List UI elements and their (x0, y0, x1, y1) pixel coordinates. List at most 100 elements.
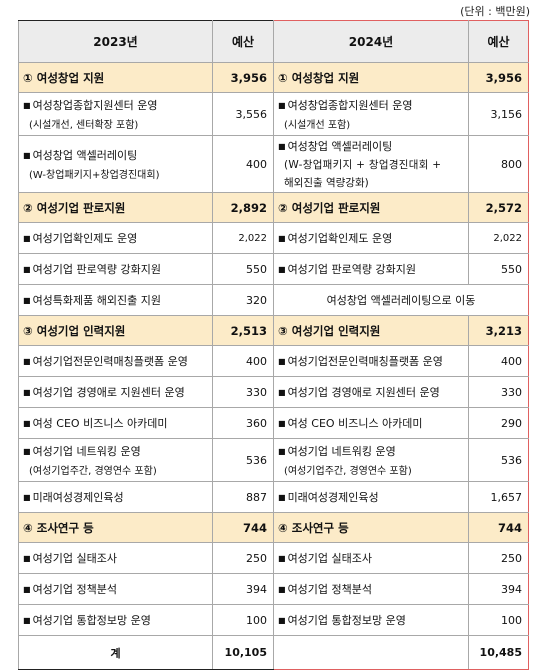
item-label: 여성창업 액셀러레이팅 (287, 140, 393, 153)
header-budget-2024: 예산 (468, 20, 529, 63)
cell-2023-item: ■ 여성기업 정책분석 (18, 573, 213, 605)
cell-2024-item: ■ 여성기업 실태조사 (273, 542, 469, 574)
cell-2024-item: ② 여성기업 판로지원 (273, 192, 469, 223)
item-label: 여성기업 판로역량 강화지원 (287, 263, 416, 276)
item-label: ④ 조사연구 등 (23, 520, 94, 535)
cell-2023-item: ■ 미래여성경제인육성 (18, 481, 213, 513)
cell-2024-merged-note: 여성창업 액셀러레이팅으로 이동 (273, 284, 529, 316)
bullet-icon: ■ (278, 493, 286, 502)
cell-2024-budget: 100 (468, 604, 529, 636)
cell-2023-budget: 400 (212, 135, 274, 193)
cell-2023-budget: 10,105 (212, 635, 274, 670)
cell-2023-item: ■ 여성창업종합지원센터 운영 (시설개선, 센터확장 포함) (18, 92, 213, 136)
category-row: ① 여성창업 지원 3,956 ① 여성창업 지원 3,956 (18, 62, 529, 93)
bullet-icon: ■ (23, 447, 31, 456)
item-label: ③ 여성기업 인력지원 (278, 323, 381, 338)
table-row: ■ 여성기업 실태조사 250 ■ 여성기업 실태조사 250 (18, 542, 529, 574)
table-row: ■ 여성기업 네트워킹 운영 (여성기업주간, 경영연수 포함) 536 ■ 여성기업 네… (18, 438, 529, 482)
item-sublabel: (W-창업패키지 + 창업경진대회 + (284, 159, 442, 171)
bullet-icon: ■ (23, 616, 31, 625)
item-label: 여성창업종합지원센터 운영 (287, 99, 413, 112)
cell-2023-item: ■ 여성기업 네트워킹 운영 (여성기업주간, 경영연수 포함) (18, 438, 213, 482)
cell-2023-item: ■ 여성특화제품 해외진출 지원 (18, 284, 213, 316)
item-sublabel: (시설개선, 센터확장 포함) (29, 120, 139, 131)
table-row: ■ 여성창업종합지원센터 운영 (시설개선, 센터확장 포함) 3,556 ■ 여성창업종… (18, 92, 529, 136)
bullet-icon: ■ (278, 447, 286, 456)
cell-2024-item: ④ 조사연구 등 (273, 512, 469, 543)
bullet-icon: ■ (23, 234, 31, 243)
item-label: ① 여성창업 지원 (278, 70, 360, 85)
item-label: 여성기업 정책분석 (32, 583, 118, 596)
cell-2023-item: ■ 여성기업 경영애로 지원센터 운영 (18, 376, 213, 408)
cell-2024-budget: 10,485 (468, 635, 529, 670)
cell-2023-budget: 2,892 (212, 192, 274, 223)
item-label: ② 여성기업 판로지원 (23, 200, 126, 215)
bullet-icon: ■ (23, 296, 31, 305)
item-sublabel: (여성기업주간, 경영연수 포함) (29, 466, 157, 477)
cell-2024-budget: 744 (468, 512, 529, 543)
header-budget-2023: 예산 (212, 20, 274, 63)
cell-2024-budget: 3,213 (468, 315, 529, 346)
cell-2023-budget: 360 (212, 407, 274, 439)
item-label: 여성기업확인제도 운영 (287, 232, 393, 245)
item-label: 여성기업 네트워킹 운영 (32, 445, 141, 458)
cell-2024-budget: 800 (468, 135, 529, 193)
cell-2023-item: 계 (18, 635, 213, 670)
cell-2024-budget: 250 (468, 542, 529, 574)
item-label: ① 여성창업 지원 (23, 70, 105, 85)
item-label: ③ 여성기업 인력지원 (23, 323, 126, 338)
cell-2023-item: ■ 여성기업전문인력매칭플랫폼 운영 (18, 345, 213, 377)
cell-2023-budget: 744 (212, 512, 274, 543)
item-label: 여성기업 실태조사 (32, 552, 118, 565)
item-label: 여성기업전문인력매칭플랫폼 운영 (287, 355, 443, 368)
cell-2024-budget: 3,956 (468, 62, 529, 93)
cell-2024-budget: 1,657 (468, 481, 529, 513)
cell-2024-item: ■ 여성기업전문인력매칭플랫폼 운영 (273, 345, 469, 377)
cell-2023-item: ② 여성기업 판로지원 (18, 192, 213, 223)
cell-2024-item: ■ 여성 CEO 비즈니스 아카데미 (273, 407, 469, 439)
cell-2024-budget: 290 (468, 407, 529, 439)
cell-2023-budget: 536 (212, 438, 274, 482)
bullet-icon: ■ (23, 493, 31, 502)
item-label: 여성기업 경영애로 지원센터 운영 (32, 386, 185, 399)
table-header: 2023년 예산 2024년 예산 (18, 20, 529, 63)
bullet-icon: ■ (278, 265, 286, 274)
cell-2023-item: ■ 여성 CEO 비즈니스 아카데미 (18, 407, 213, 439)
cell-2024-item: ③ 여성기업 인력지원 (273, 315, 469, 346)
cell-2023-item: ■ 여성기업 통합정보망 운영 (18, 604, 213, 636)
table-row: ■ 여성기업 판로역량 강화지원 550 ■ 여성기업 판로역량 강화지원 550 (18, 253, 529, 285)
bullet-icon: ■ (278, 357, 286, 366)
cell-2024-item: ■ 여성기업 판로역량 강화지원 (273, 253, 469, 285)
cell-2024-budget: 550 (468, 253, 529, 285)
header-2024: 2024년 (273, 20, 469, 63)
cell-2023-budget: 250 (212, 542, 274, 574)
cell-2024-item: ① 여성창업 지원 (273, 62, 469, 93)
item-label: 여성기업 네트워킹 운영 (287, 445, 396, 458)
table-row: ■ 여성기업 경영애로 지원센터 운영 330 ■ 여성기업 경영애로 지원센터 운영 3… (18, 376, 529, 408)
cell-2023-item: ③ 여성기업 인력지원 (18, 315, 213, 346)
item-label: 계 (110, 646, 121, 660)
cell-2024-item: ■ 여성기업 정책분석 (273, 573, 469, 605)
cell-2024-budget: 3,156 (468, 92, 529, 136)
table-body: ① 여성창업 지원 3,956 ① 여성창업 지원 3,956 ■ 여성창업종합지원센터 … (18, 62, 529, 670)
cell-2023-budget: 2,513 (212, 315, 274, 346)
cell-2024-item: ■ 여성기업 네트워킹 운영 (여성기업주간, 경영연수 포함) (273, 438, 469, 482)
item-sublabel: (시설개선 포함) (284, 120, 351, 131)
item-label: 여성특화제품 해외진출 지원 (32, 294, 161, 307)
cell-2024-item: ■ 여성창업 액셀러레이팅 (W-창업패키지 + 창업경진대회 + 해외진출 역량강화… (273, 135, 469, 193)
cell-2023-budget: 100 (212, 604, 274, 636)
cell-2023-item: ■ 여성기업 판로역량 강화지원 (18, 253, 213, 285)
cell-2023-item: ■ 여성기업 실태조사 (18, 542, 213, 574)
item-label: 여성기업 경영애로 지원센터 운영 (287, 386, 440, 399)
cell-2023-budget: 3,956 (212, 62, 274, 93)
cell-2023-budget: 887 (212, 481, 274, 513)
category-row: ④ 조사연구 등 744 ④ 조사연구 등 744 (18, 512, 529, 543)
table-row: ■ 여성기업전문인력매칭플랫폼 운영 400 ■ 여성기업전문인력매칭플랫폼 운영 400 (18, 345, 529, 377)
item-label: 여성기업 판로역량 강화지원 (32, 263, 161, 276)
table-row: ■ 여성 CEO 비즈니스 아카데미 360 ■ 여성 CEO 비즈니스 아카데미 290 (18, 407, 529, 439)
item-label: 여성창업종합지원센터 운영 (32, 99, 158, 112)
budget-table: 2023년 예산 2024년 예산 ① 여성창업 지원 3,956 ① 여성창업 지… (18, 20, 529, 670)
category-row: ③ 여성기업 인력지원 2,513 ③ 여성기업 인력지원 3,213 (18, 315, 529, 346)
bullet-icon: ■ (23, 265, 31, 274)
cell-2023-budget: 3,556 (212, 92, 274, 136)
